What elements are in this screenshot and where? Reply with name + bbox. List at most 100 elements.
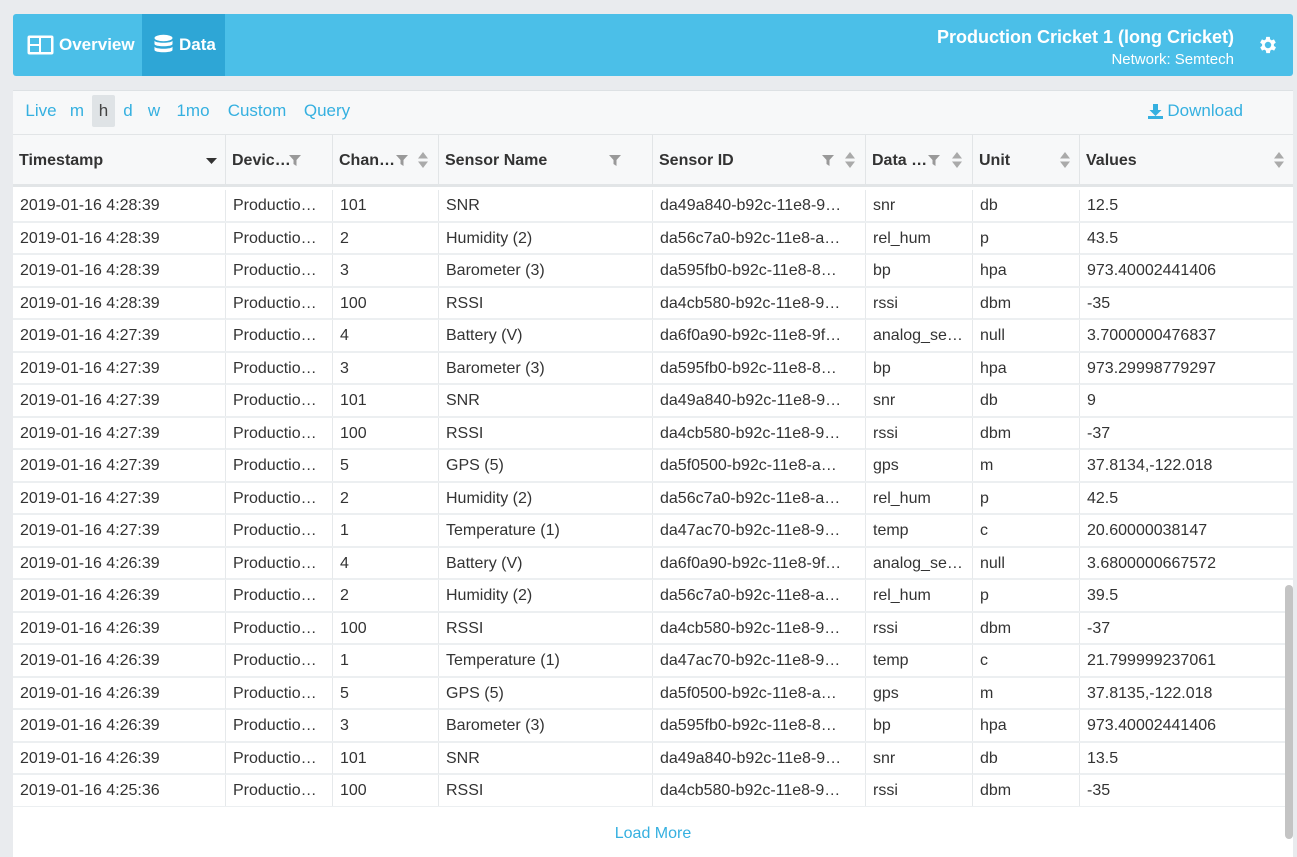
download-icon	[1148, 103, 1164, 119]
sort-icon[interactable]	[845, 152, 855, 168]
table-scrollbar[interactable]	[1285, 585, 1293, 839]
cell-channel: 1	[333, 645, 439, 676]
cell-sensor-name: SNR	[439, 385, 653, 416]
column-header-unit[interactable]: Unit	[973, 135, 1080, 184]
table-row[interactable]: 2019-01-16 4:27:39 Productio… 3 Barometer (…	[13, 352, 1293, 385]
cell-channel: 101	[333, 742, 439, 774]
cell-value: 37.8135,-122.018	[1087, 684, 1213, 702]
download-label: Download	[1167, 101, 1243, 120]
sort-icon[interactable]	[1060, 152, 1070, 168]
table-row[interactable]: 2019-01-16 4:26:39 Productio… 2 Humidity (2…	[13, 580, 1293, 613]
range-minute-button[interactable]: m	[69, 101, 85, 120]
column-header-device[interactable]: Devic…	[226, 135, 333, 184]
table-row[interactable]: 2019-01-16 4:25:36 Productio… 100 RSSI da4cb…	[13, 775, 1293, 807]
table-row[interactable]: 2019-01-16 4:26:39 Productio… 3 Barometer (…	[13, 710, 1293, 743]
table-row[interactable]: 2019-01-16 4:27:39 Productio… 2 Humidity (2…	[13, 482, 1293, 515]
cell-sensor-id: da5f0500-b92c-11e8-a…	[653, 677, 866, 709]
device-title: Production Cricket 1 (long Cricket)	[936, 27, 1234, 47]
range-hour-button[interactable]: h	[92, 95, 115, 127]
tab-data[interactable]: Data	[142, 14, 225, 76]
table-row[interactable]: 2019-01-16 4:27:39 Productio… 5 GPS (5) da5f…	[13, 450, 1293, 483]
gear-icon[interactable]	[1257, 34, 1279, 56]
cell-sensor-name: RSSI	[439, 287, 653, 319]
column-header-values-label: Values	[1086, 152, 1137, 169]
cell-timestamp: 2019-01-16 4:27:39	[13, 450, 226, 481]
table-row[interactable]: 2019-01-16 4:27:39 Productio… 100 RSSI da4cb…	[13, 417, 1293, 450]
cell-sensor-name: SNR	[439, 742, 653, 774]
column-header-channel[interactable]: Chan…	[333, 135, 439, 184]
cell-value: 13.5	[1087, 749, 1119, 767]
table-row[interactable]: 2019-01-16 4:27:39 Productio… 1 Temperature…	[13, 515, 1293, 548]
cell-data-type: bp	[866, 255, 973, 286]
table-row[interactable]: 2019-01-16 4:27:39 Productio… 101 SNR da49a8…	[13, 385, 1293, 418]
table-row[interactable]: 2019-01-16 4:26:39 Productio… 100 RSSI da4cb…	[13, 612, 1293, 645]
query-button[interactable]: Query	[303, 101, 351, 120]
cell-data-type: snr	[866, 385, 973, 416]
cell-value: -37	[1087, 619, 1111, 637]
sort-icon[interactable]	[952, 152, 962, 168]
filter-icon[interactable]	[289, 155, 301, 166]
cell-value: 3.6800000667572	[1087, 554, 1217, 572]
cell-sensor-name: Humidity (2)	[439, 580, 653, 611]
cell-sensor-id: da49a840-b92c-11e8-9…	[653, 385, 866, 416]
filter-icon[interactable]	[396, 155, 408, 166]
range-day-button[interactable]: d	[123, 101, 133, 120]
table-row[interactable]: 2019-01-16 4:26:39 Productio… 1 Temperature…	[13, 645, 1293, 678]
cell-timestamp: 2019-01-16 4:26:39	[13, 547, 226, 579]
cell-sensor-id: da56c7a0-b92c-11e8-a…	[653, 222, 866, 254]
cell-unit: db	[973, 385, 1080, 416]
range-week-button[interactable]: w	[147, 101, 161, 120]
sort-desc-icon[interactable]	[206, 158, 217, 164]
table-row[interactable]: 2019-01-16 4:28:39 Productio… 3 Barometer (…	[13, 255, 1293, 288]
cell-device: Productio…	[226, 710, 333, 741]
column-header-data-type[interactable]: Data …	[866, 135, 973, 184]
cell-unit: dbm	[973, 775, 1080, 806]
cell-timestamp: 2019-01-16 4:26:39	[13, 580, 226, 611]
cell-timestamp: 2019-01-16 4:27:39	[13, 352, 226, 384]
cell-value: -35	[1087, 294, 1111, 312]
cell-unit: hpa	[973, 710, 1080, 741]
cell-sensor-id: da595fb0-b92c-11e8-8…	[653, 255, 866, 286]
range-custom-button[interactable]: Custom	[227, 101, 287, 120]
tab-overview[interactable]: Overview	[13, 14, 142, 76]
cell-sensor-id: da4cb580-b92c-11e8-9…	[653, 612, 866, 644]
cell-data-type: rssi	[866, 417, 973, 449]
table-row[interactable]: 2019-01-16 4:27:39 Productio… 4 Battery (V)…	[13, 320, 1293, 353]
range-month-button[interactable]: 1mo	[176, 101, 210, 120]
table-row[interactable]: 2019-01-16 4:26:39 Productio… 5 GPS (5) da5f…	[13, 677, 1293, 710]
table-row[interactable]: 2019-01-16 4:26:39 Productio… 4 Battery (V)…	[13, 547, 1293, 580]
cell-value: -37	[1087, 424, 1111, 442]
cell-channel: 100	[333, 417, 439, 449]
load-more-button[interactable]: Load More	[614, 825, 692, 842]
cell-unit: p	[973, 482, 1080, 514]
cell-sensor-name: Temperature (1)	[439, 515, 653, 546]
table-row[interactable]: 2019-01-16 4:28:39 Productio… 2 Humidity (2…	[13, 222, 1293, 255]
filter-icon[interactable]	[928, 155, 940, 166]
cell-timestamp: 2019-01-16 4:26:39	[13, 645, 226, 676]
cell-channel: 5	[333, 450, 439, 481]
sort-icon[interactable]	[418, 152, 428, 168]
cell-device: Productio…	[226, 320, 333, 351]
sort-icon[interactable]	[1274, 152, 1284, 168]
cell-unit: c	[973, 645, 1080, 676]
column-header-sensor-name[interactable]: Sensor Name	[439, 135, 653, 184]
cell-value: 3.7000000476837	[1087, 327, 1217, 344]
download-button[interactable]: Download	[1147, 95, 1243, 127]
column-header-sensor-id[interactable]: Sensor ID	[653, 135, 866, 184]
cell-device: Productio…	[226, 742, 333, 774]
column-header-timestamp[interactable]: Timestamp	[13, 135, 226, 184]
cell-sensor-id: da6f0a90-b92c-11e8-9f…	[653, 547, 866, 579]
table-row[interactable]: 2019-01-16 4:28:39 Productio… 101 SNR da49a8…	[13, 190, 1293, 223]
table-row[interactable]: 2019-01-16 4:28:39 Productio… 100 RSSI da4cb…	[13, 287, 1293, 320]
cell-sensor-id: da47ac70-b92c-11e8-9…	[653, 645, 866, 676]
cell-data-type: rssi	[866, 287, 973, 319]
filter-icon[interactable]	[609, 155, 621, 166]
cell-timestamp: 2019-01-16 4:27:39	[13, 515, 226, 546]
cell-timestamp: 2019-01-16 4:28:39	[13, 190, 226, 221]
table-row[interactable]: 2019-01-16 4:26:39 Productio… 101 SNR da49a8…	[13, 742, 1293, 775]
table-header: Timestamp Devic… Chan… Sensor Name Senso…	[13, 135, 1293, 187]
cell-sensor-id: da49a840-b92c-11e8-9…	[653, 742, 866, 774]
range-live-button[interactable]: Live	[25, 101, 57, 120]
column-header-values[interactable]: Values	[1080, 135, 1293, 184]
filter-icon[interactable]	[822, 155, 834, 166]
